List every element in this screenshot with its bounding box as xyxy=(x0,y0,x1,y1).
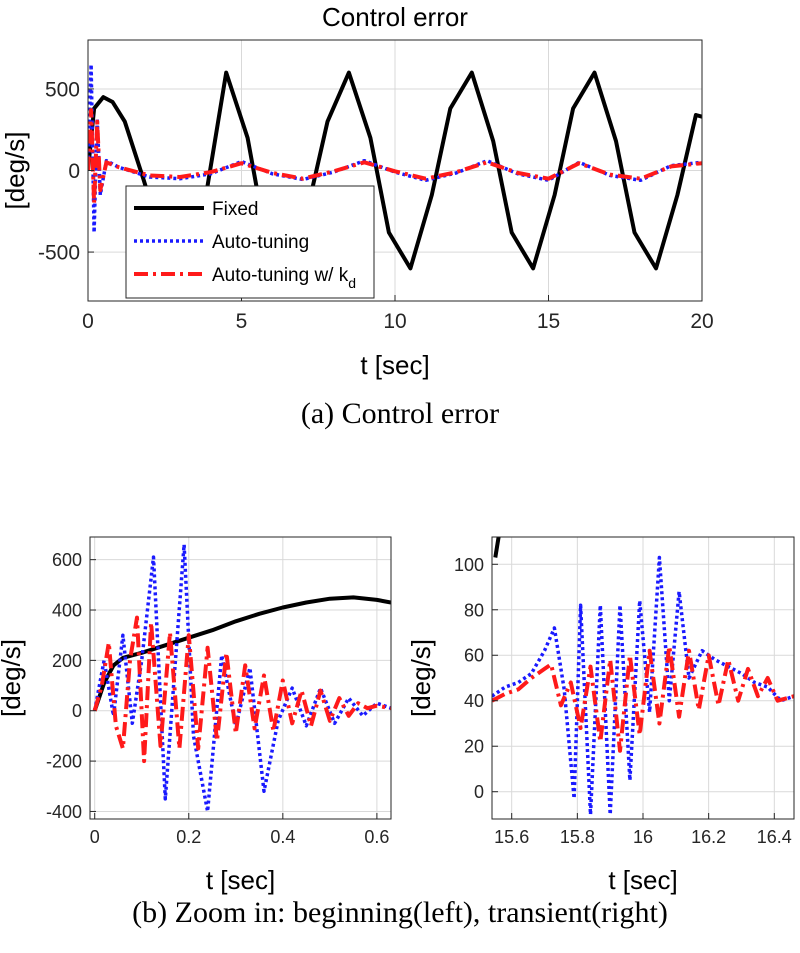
y-tick-label: -200 xyxy=(46,752,82,772)
series-group xyxy=(92,542,391,814)
y-tick-label: 100 xyxy=(454,555,484,575)
series-line-auto-tuning xyxy=(492,555,794,817)
x-tick-label: 5 xyxy=(236,310,248,333)
x-tick-label: 15.8 xyxy=(560,827,595,847)
legend-box xyxy=(125,185,375,299)
y-tick-label: 500 xyxy=(45,78,80,101)
y-tick-label: 40 xyxy=(464,691,484,711)
plot-area xyxy=(90,537,391,819)
y-axis-label: [deg/s] xyxy=(406,639,436,717)
legend-label: Fixed xyxy=(212,199,258,220)
series-line-auto-tuning xyxy=(92,542,391,814)
legend-label: Auto-tuning xyxy=(212,232,309,253)
series-line-auto-tuning-w-k xyxy=(88,108,702,206)
x-tick-label: 0 xyxy=(90,827,100,847)
series-line-fixed xyxy=(493,537,501,558)
chart-zoom-left: 0 0.2 0.4 0.6 -400 -200 0 200 400 600 t [sec] [deg/… xyxy=(0,536,392,895)
caption-a: (a) Control error xyxy=(300,397,500,430)
x-axis-label: t [sec] xyxy=(206,865,275,895)
x-tick-label: 15 xyxy=(537,310,560,333)
y-tick-label: 0 xyxy=(474,782,484,802)
x-tick-label: 0 xyxy=(82,310,94,333)
chart-title: Control error xyxy=(322,2,468,32)
y-tick-label: -500 xyxy=(38,242,80,265)
y-tick-label: 60 xyxy=(464,646,484,666)
y-tick-label: 20 xyxy=(464,737,484,757)
y-axis-label: [deg/s] xyxy=(0,131,30,209)
x-tick-label: 16 xyxy=(633,827,653,847)
x-axis-label: t [sec] xyxy=(360,350,429,380)
x-tick-label: 15.6 xyxy=(494,827,529,847)
y-tick-label: 600 xyxy=(52,550,82,570)
x-tick-label: 20 xyxy=(690,310,713,333)
y-tick-label: 0 xyxy=(68,160,80,183)
series-group xyxy=(492,537,794,817)
axes-frame xyxy=(89,536,392,820)
x-tick-label: 0.2 xyxy=(176,827,201,847)
legend-subscript: d xyxy=(348,275,356,291)
chart-main: 0 5 10 15 20 -500 0 500 t [sec] [deg/s] Control er… xyxy=(0,2,714,380)
y-axis-label: [deg/s] xyxy=(0,639,26,717)
series-line-auto-tuning-w-k xyxy=(492,644,794,753)
x-axis-label: t [sec] xyxy=(608,865,677,895)
x-tick-label: 16.4 xyxy=(757,827,792,847)
x-tick-label: 0.6 xyxy=(364,827,389,847)
caption-b: (b) Zoom in: beginning(left), transient(… xyxy=(132,896,668,929)
x-tick-label: 0.4 xyxy=(270,827,295,847)
y-tick-label: 0 xyxy=(72,701,82,721)
y-tick-label: 200 xyxy=(52,651,82,671)
x-tick-label: 10 xyxy=(383,310,406,333)
y-tick-label: 80 xyxy=(464,600,484,620)
y-tick-label: -400 xyxy=(46,802,82,822)
x-tick-label: 16.2 xyxy=(691,827,726,847)
chart-zoom-right: 15.6 15.8 16 16.2 16.4 0 20 40 60 80 100 t [sec] [de… xyxy=(406,536,795,895)
series-line-auto-tuning-w-k xyxy=(92,615,391,764)
y-tick-label: 400 xyxy=(52,600,82,620)
